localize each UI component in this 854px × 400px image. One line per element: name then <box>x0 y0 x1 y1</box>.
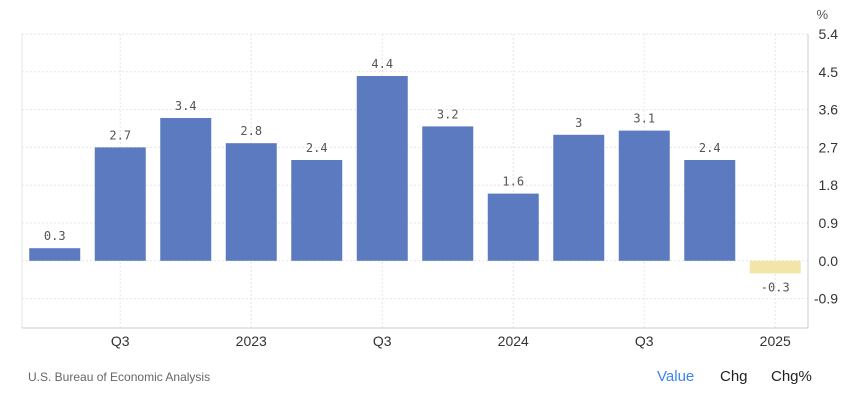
y-tick-label: 4.5 <box>819 64 839 80</box>
y-tick-label: -0.9 <box>814 291 838 307</box>
bar <box>618 130 670 261</box>
x-axis: Q3 2023 Q3 2024 Q3 2025 <box>111 333 791 349</box>
y-tick-label: 1.8 <box>819 177 839 193</box>
data-labels: 0.3 2.7 3.4 2.8 2.4 4.4 3.2 1.6 3 3.1 2.4 -0.3 <box>44 57 790 294</box>
chg-toggle[interactable]: Chg <box>720 368 748 385</box>
gridlines <box>21 33 809 329</box>
bar <box>487 193 539 261</box>
x-tick-label: Q3 <box>635 333 654 349</box>
data-label: 1.6 <box>502 175 524 189</box>
data-label: 3.1 <box>633 112 655 126</box>
data-label: -0.3 <box>761 280 790 294</box>
source-label: U.S. Bureau of Economic Analysis <box>28 370 211 384</box>
chg-pct-toggle[interactable]: Chg% <box>771 368 812 385</box>
data-label: 4.4 <box>371 57 393 71</box>
y-axis: 5.4 4.5 3.6 2.7 1.8 0.9 0.0 -0.9 <box>814 26 838 307</box>
gdp-bar-chart: 0.3 2.7 3.4 2.8 2.4 4.4 3.2 1.6 3 3.1 2.4 -0.3 5.4 4… <box>21 7 838 349</box>
x-tick-label: 2025 <box>760 333 791 349</box>
x-tick-label: Q3 <box>111 333 130 349</box>
bar <box>553 134 605 261</box>
x-tick-label: Q3 <box>373 333 392 349</box>
data-label: 2.8 <box>240 124 262 138</box>
bar <box>749 260 801 274</box>
bar <box>29 248 81 261</box>
data-label: 2.4 <box>306 141 328 155</box>
unit-label: % <box>816 7 828 22</box>
y-tick-label: 3.6 <box>819 102 839 118</box>
bar <box>684 160 736 261</box>
x-tick-label: 2024 <box>498 333 529 349</box>
y-tick-label: 5.4 <box>819 26 839 42</box>
bar <box>291 160 343 261</box>
bar <box>94 147 146 261</box>
data-label: 3.4 <box>175 99 197 113</box>
data-label: 0.3 <box>44 229 66 243</box>
y-tick-label: 0.0 <box>819 253 839 269</box>
chart-footer: U.S. Bureau of Economic Analysis Value C… <box>0 360 854 390</box>
data-label: 3.2 <box>437 107 459 121</box>
bars <box>29 76 801 274</box>
y-tick-label: 2.7 <box>819 139 839 155</box>
bar <box>356 76 408 261</box>
data-label: 2.7 <box>109 128 131 142</box>
x-tick-label: 2023 <box>236 333 267 349</box>
bar <box>160 118 212 261</box>
bar <box>422 126 474 261</box>
data-label: 3 <box>575 116 582 130</box>
y-tick-label: 0.9 <box>819 215 839 231</box>
data-label: 2.4 <box>699 141 721 155</box>
bar <box>225 143 277 261</box>
value-toggle[interactable]: Value <box>657 368 695 385</box>
